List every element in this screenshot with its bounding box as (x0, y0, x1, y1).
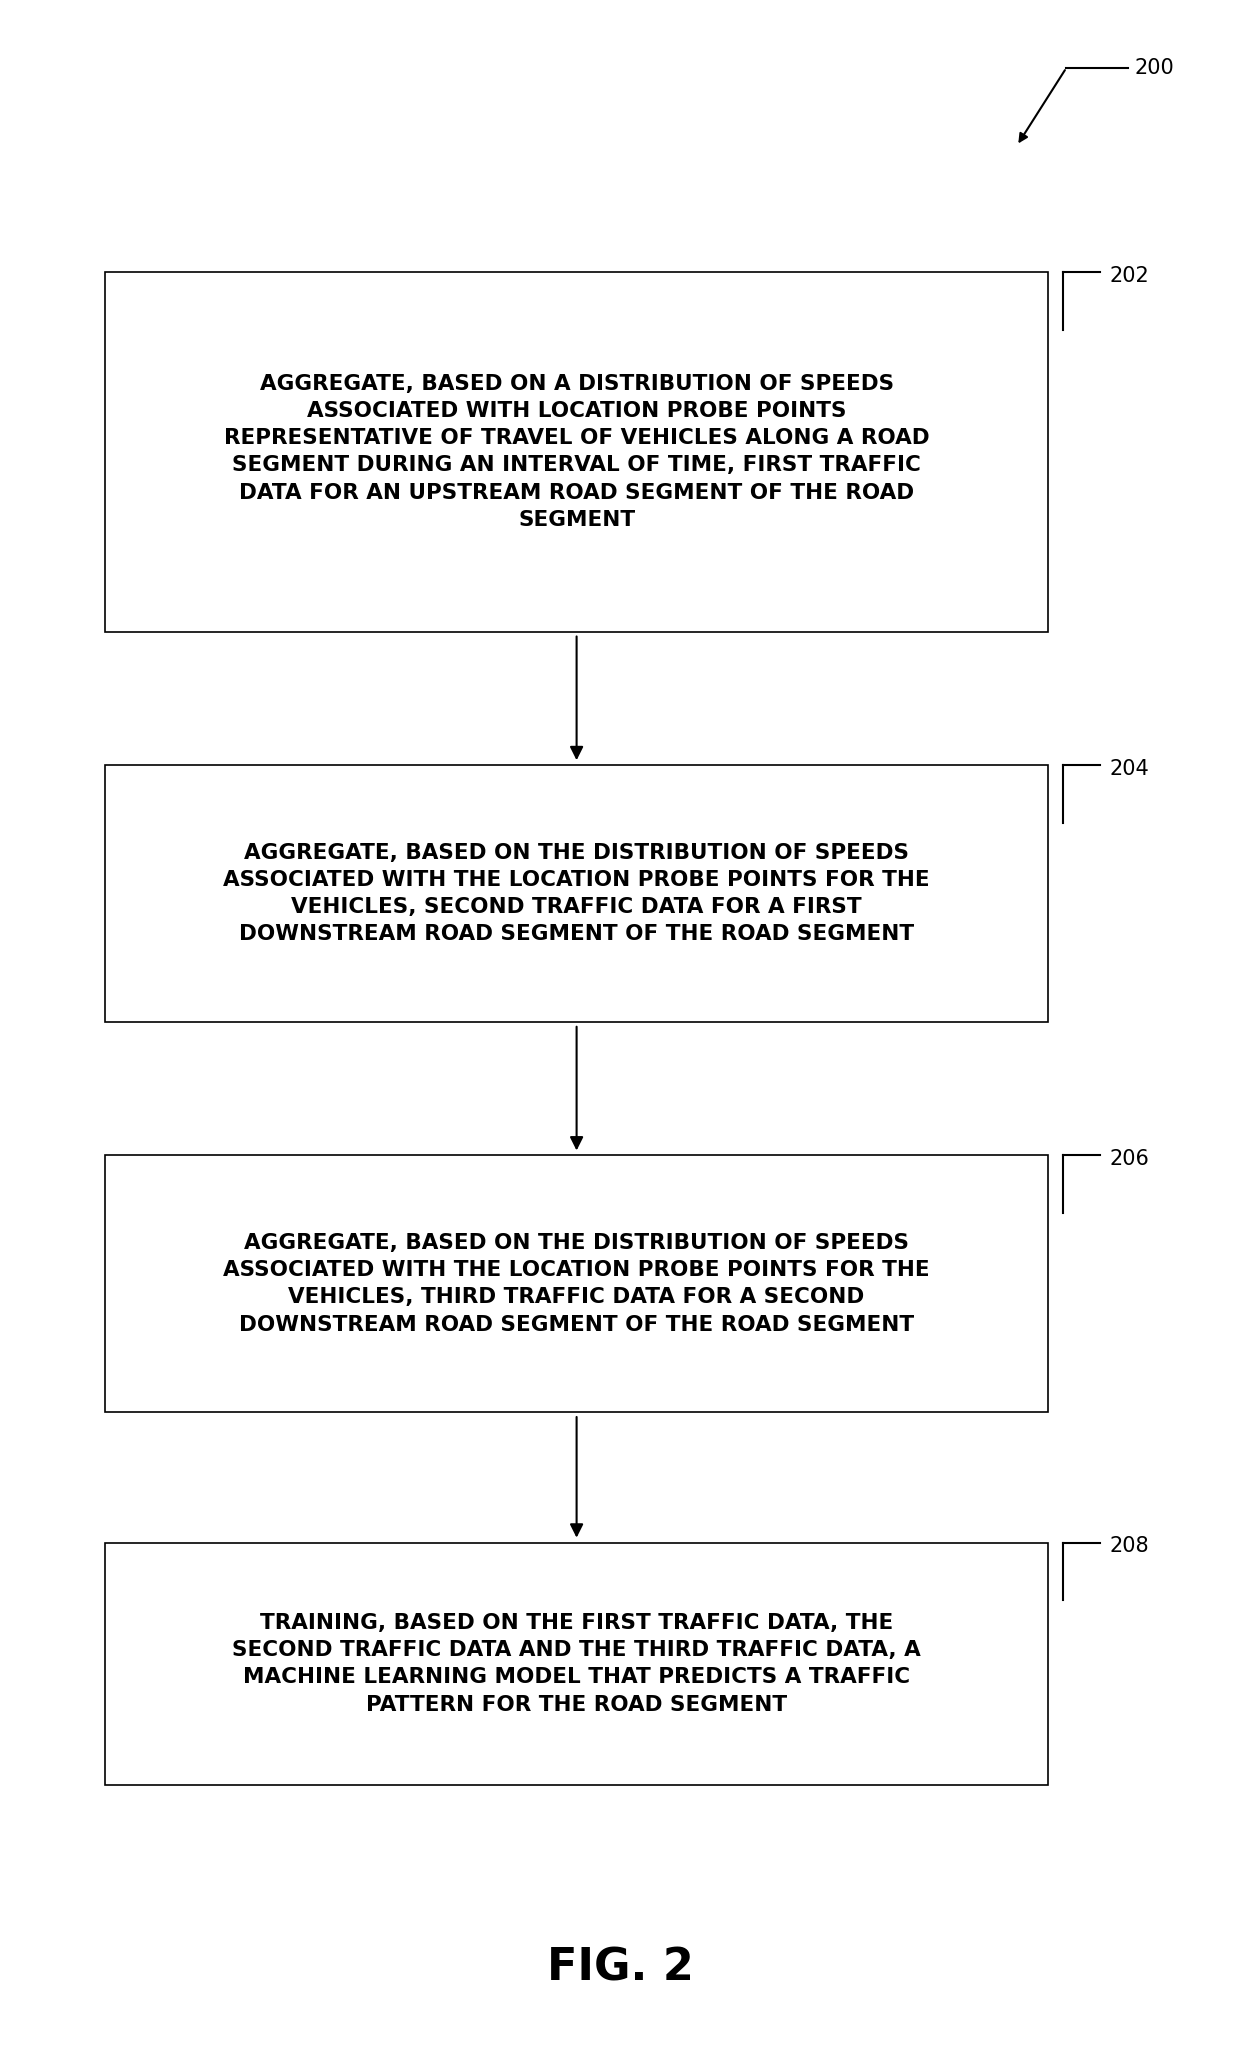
Text: 200: 200 (1135, 58, 1174, 78)
Text: 206: 206 (1110, 1148, 1149, 1169)
FancyBboxPatch shape (105, 764, 1048, 1021)
Text: AGGREGATE, BASED ON THE DISTRIBUTION OF SPEEDS
ASSOCIATED WITH THE LOCATION PROB: AGGREGATE, BASED ON THE DISTRIBUTION OF … (223, 842, 930, 945)
FancyBboxPatch shape (105, 1543, 1048, 1785)
Text: AGGREGATE, BASED ON THE DISTRIBUTION OF SPEEDS
ASSOCIATED WITH THE LOCATION PROB: AGGREGATE, BASED ON THE DISTRIBUTION OF … (223, 1232, 930, 1335)
FancyBboxPatch shape (105, 1154, 1048, 1413)
Text: 202: 202 (1110, 265, 1149, 286)
Text: 204: 204 (1110, 760, 1149, 778)
Text: 208: 208 (1110, 1536, 1149, 1557)
FancyBboxPatch shape (105, 273, 1048, 633)
Text: FIG. 2: FIG. 2 (547, 1947, 693, 1988)
Text: TRAINING, BASED ON THE FIRST TRAFFIC DATA, THE
SECOND TRAFFIC DATA AND THE THIRD: TRAINING, BASED ON THE FIRST TRAFFIC DAT… (232, 1612, 921, 1715)
Text: AGGREGATE, BASED ON A DISTRIBUTION OF SPEEDS
ASSOCIATED WITH LOCATION PROBE POIN: AGGREGATE, BASED ON A DISTRIBUTION OF SP… (223, 374, 930, 530)
